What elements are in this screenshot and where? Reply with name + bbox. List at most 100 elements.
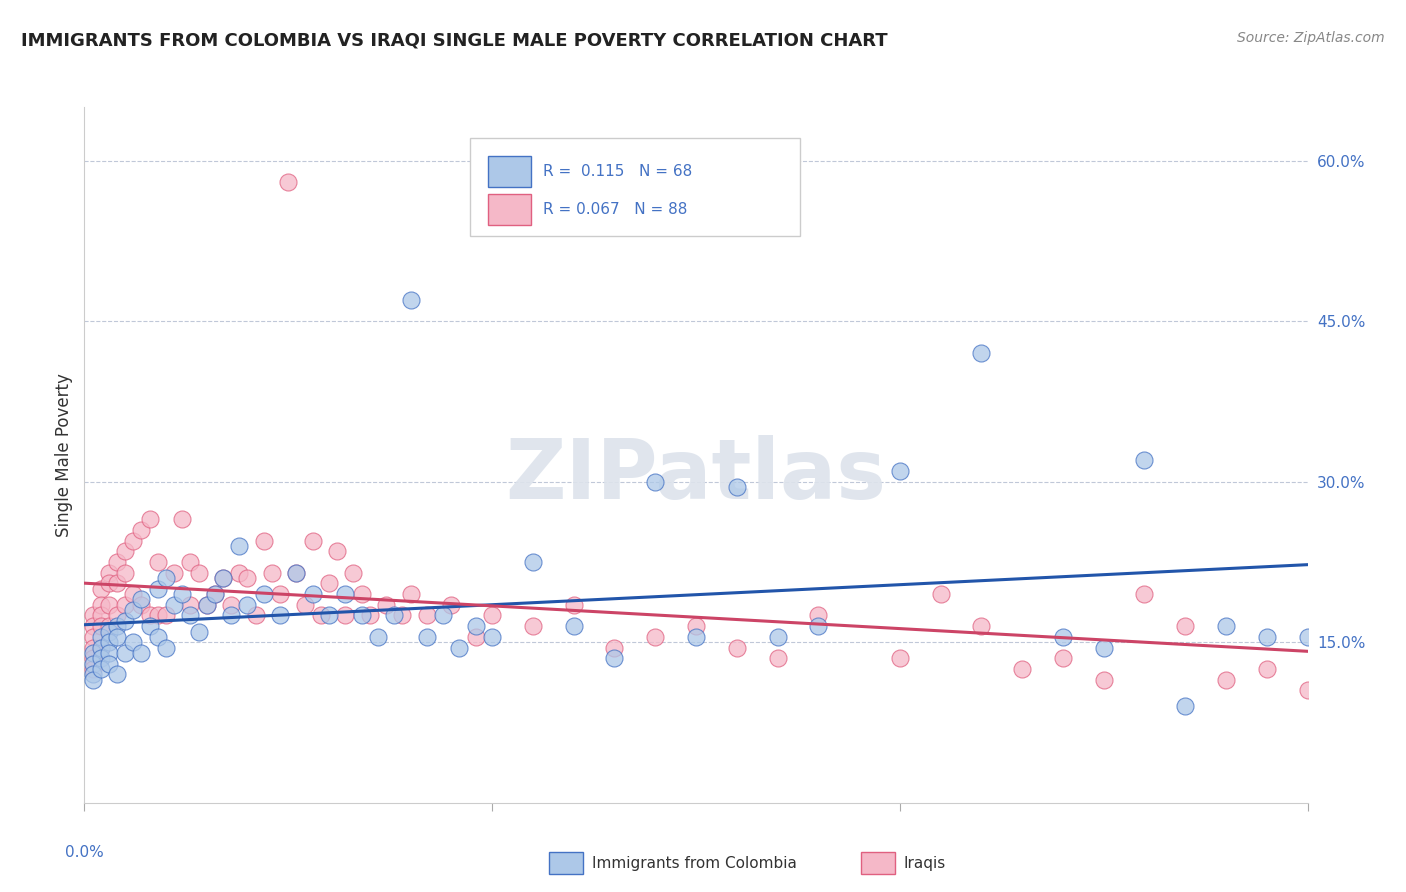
Point [179, 555, 201, 569]
Point [131, 598, 153, 612]
Point [277, 175, 299, 189]
Point [725, 480, 748, 494]
Text: ZIPatlas: ZIPatlas [506, 435, 886, 516]
Point [1092, 673, 1115, 687]
Point [1011, 662, 1033, 676]
Point [481, 630, 503, 644]
Point [195, 598, 218, 612]
Text: Iraqis: Iraqis [904, 855, 946, 871]
Point [90, 630, 112, 644]
Point [236, 598, 259, 612]
Point [212, 571, 235, 585]
Point [416, 608, 439, 623]
Point [105, 667, 128, 681]
Point [416, 630, 439, 644]
Point [82, 673, 104, 687]
Point [766, 630, 789, 644]
Text: Immigrants from Colombia: Immigrants from Colombia [592, 855, 797, 871]
Point [603, 651, 626, 665]
Point [301, 533, 323, 548]
Point [807, 619, 830, 633]
Point [522, 619, 544, 633]
Text: Source: ZipAtlas.com: Source: ZipAtlas.com [1237, 31, 1385, 45]
Point [114, 614, 136, 628]
Point [522, 555, 544, 569]
Point [449, 640, 471, 655]
Point [122, 533, 145, 548]
Point [766, 651, 789, 665]
Point [114, 646, 136, 660]
Point [342, 566, 364, 580]
Text: R = 0.067   N = 88: R = 0.067 N = 88 [543, 202, 688, 217]
Point [82, 640, 104, 655]
Point [82, 619, 104, 633]
Point [172, 512, 194, 526]
Point [82, 662, 104, 676]
Point [603, 640, 626, 655]
Point [97, 657, 120, 671]
Point [318, 608, 340, 623]
Point [562, 619, 585, 633]
Point [105, 608, 128, 623]
Point [309, 608, 332, 623]
Text: R =  0.115   N = 68: R = 0.115 N = 68 [543, 163, 692, 178]
Point [131, 592, 153, 607]
Point [236, 571, 259, 585]
Point [219, 608, 242, 623]
Point [350, 587, 373, 601]
Point [114, 598, 136, 612]
Point [432, 608, 454, 623]
Point [318, 576, 340, 591]
Point [228, 566, 250, 580]
Point [82, 667, 104, 681]
Point [285, 566, 308, 580]
FancyBboxPatch shape [470, 138, 800, 235]
Point [970, 346, 993, 360]
Y-axis label: Single Male Poverty: Single Male Poverty [55, 373, 73, 537]
Point [285, 566, 308, 580]
Point [114, 544, 136, 558]
Point [335, 587, 357, 601]
Point [644, 475, 666, 489]
Point [138, 512, 160, 526]
Point [1215, 673, 1237, 687]
Point [105, 555, 128, 569]
Point [163, 598, 186, 612]
Point [204, 587, 226, 601]
Point [138, 608, 160, 623]
Point [90, 598, 112, 612]
Point [685, 619, 707, 633]
Point [204, 587, 226, 601]
Point [187, 566, 209, 580]
Point [464, 619, 486, 633]
Point [301, 587, 323, 601]
Point [245, 608, 267, 623]
Point [481, 608, 503, 623]
Point [90, 582, 112, 596]
Point [1256, 662, 1278, 676]
Point [1174, 619, 1197, 633]
FancyBboxPatch shape [860, 852, 896, 874]
Point [807, 608, 830, 623]
Point [82, 630, 104, 644]
Point [375, 598, 398, 612]
Point [260, 566, 283, 580]
Point [131, 523, 153, 537]
Point [644, 630, 666, 644]
Point [97, 646, 120, 660]
Point [122, 635, 145, 649]
Point [1337, 587, 1360, 601]
Point [685, 630, 707, 644]
Point [562, 598, 585, 612]
Point [1092, 640, 1115, 655]
Point [105, 619, 128, 633]
Point [359, 608, 381, 623]
Point [970, 619, 993, 633]
Point [97, 576, 120, 591]
Point [90, 662, 112, 676]
Point [97, 635, 120, 649]
Point [114, 566, 136, 580]
Point [399, 293, 422, 307]
Point [1296, 683, 1319, 698]
Point [82, 657, 104, 671]
